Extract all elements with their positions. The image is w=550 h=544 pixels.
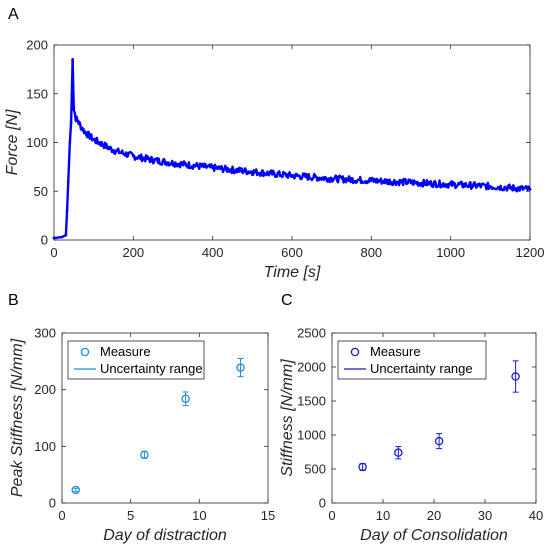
chart-a-x-tick-label: 1200 bbox=[516, 245, 545, 260]
chart-b-y-tick-label: 100 bbox=[34, 439, 56, 454]
chart-b-x-axis-title: Day of distraction bbox=[103, 527, 227, 544]
chart-a-data-point bbox=[80, 126, 84, 130]
chart-a-y-tick-label: 100 bbox=[26, 135, 48, 150]
chart-b: 0 5 10 15 0 100 200 300 Day of distraction Peak S… bbox=[9, 326, 275, 544]
chart-a-x-tick-label: 0 bbox=[50, 245, 57, 260]
chart-c-legend-box bbox=[337, 340, 487, 380]
chart-b-y-axis-title: Peak Stiffness [N/mm] bbox=[9, 338, 26, 497]
chart-c-legend-label-uncertainty: Uncertainty range bbox=[370, 361, 473, 376]
chart-b-x-tick-label: 0 bbox=[58, 508, 65, 523]
chart-a-data-point bbox=[449, 183, 453, 186]
chart-a-x-axis-title: Time [s] bbox=[264, 264, 321, 281]
chart-b-y-tick-label: 300 bbox=[34, 326, 56, 341]
chart-a-data-point bbox=[369, 179, 373, 182]
chart-a-data-point bbox=[290, 174, 294, 178]
chart-a-series-line bbox=[53, 58, 531, 240]
chart-b-legend-marker-measure bbox=[80, 347, 90, 357]
chart-a-x-tick-label: 800 bbox=[360, 245, 382, 260]
chart-a-x-tick-label: 400 bbox=[202, 245, 224, 260]
panel-label-a: A bbox=[8, 6, 19, 23]
chart-c-data-point bbox=[434, 436, 444, 446]
chart-a-data-point bbox=[330, 177, 334, 180]
panel-label-c: C bbox=[281, 292, 293, 309]
chart-c-y-tick-label: 2000 bbox=[297, 360, 326, 375]
chart-a-data-point bbox=[250, 170, 254, 174]
chart-a-data-point bbox=[70, 92, 74, 96]
chart-a-data-point bbox=[488, 184, 492, 188]
chart-a-data-point bbox=[92, 138, 96, 141]
chart-c-legend-label-measure: Measure bbox=[370, 344, 421, 359]
chart-a-data-point bbox=[65, 209, 69, 213]
chart-a-data-point bbox=[60, 235, 64, 239]
chart-c: 0 10 20 30 40 0 500 1000 1500 2000 2500 Day of Cons… bbox=[279, 326, 543, 544]
chart-a-y-tick-label: 200 bbox=[26, 38, 48, 53]
chart-c-y-tick-label: 2500 bbox=[297, 326, 326, 341]
chart-a-data-point bbox=[84, 131, 88, 135]
chart-a-data-point bbox=[72, 106, 76, 110]
chart-a-data-point bbox=[131, 154, 135, 158]
chart-a-data-point bbox=[64, 233, 68, 237]
chart-a-y-tick-label: 150 bbox=[26, 86, 48, 101]
chart-b-y-tick-label: 200 bbox=[34, 382, 56, 397]
chart-b-x-tick-label: 15 bbox=[261, 508, 275, 523]
panel-label-b: B bbox=[8, 292, 19, 309]
chart-a-data-point bbox=[211, 166, 215, 170]
chart-c-y-tick-label: 500 bbox=[304, 462, 326, 477]
chart-c-y-tick-label: 1500 bbox=[297, 394, 326, 409]
chart-b-axes-box bbox=[61, 332, 269, 504]
chart-a-y-axis-title: Force [N] bbox=[4, 109, 21, 175]
chart-c-x-tick-label: 0 bbox=[328, 508, 335, 523]
chart-b-data-point bbox=[236, 363, 245, 372]
chart-b-data-point bbox=[181, 394, 190, 403]
chart-b-data-point bbox=[140, 450, 149, 460]
chart-b-legend-label-uncertainty: Uncertainty range bbox=[100, 361, 203, 376]
chart-c-y-tick-label: 0 bbox=[319, 496, 326, 511]
chart-c-y-axis-title: Stiffness [N/mm] bbox=[279, 359, 296, 477]
chart-a-x-tick-label: 1000 bbox=[436, 245, 465, 260]
chart-c-legend-marker-measure bbox=[350, 347, 360, 357]
chart-a-x-tick-label: 200 bbox=[122, 245, 144, 260]
chart-a-data-point bbox=[112, 148, 115, 152]
chart-a-data-point bbox=[52, 236, 56, 240]
chart-c-y-tick-label: 1000 bbox=[297, 428, 326, 443]
chart-a: 0 200 400 600 800 1000 1200 0 50 100 150 200 Time [s… bbox=[4, 38, 544, 282]
chart-a-data-point bbox=[68, 141, 72, 144]
chart-a-data-point bbox=[74, 116, 78, 120]
chart-a-data-point bbox=[76, 119, 80, 123]
chart-b-x-tick-label: 5 bbox=[127, 508, 134, 523]
chart-c-data-point bbox=[511, 372, 520, 381]
chart-c-x-tick-label: 10 bbox=[376, 508, 390, 523]
chart-a-y-tick-label: 50 bbox=[34, 184, 48, 199]
chart-a-data-point bbox=[66, 180, 70, 183]
chart-a-data-point bbox=[528, 187, 532, 191]
chart-a-data-point bbox=[409, 181, 413, 184]
chart-b-legend-label-measure: Measure bbox=[100, 344, 151, 359]
chart-a-data-point bbox=[71, 58, 75, 62]
chart-c-x-tick-label: 30 bbox=[478, 508, 492, 523]
chart-b-x-tick-label: 10 bbox=[192, 508, 206, 523]
chart-a-data-point bbox=[69, 121, 73, 125]
chart-b-data-point bbox=[71, 485, 80, 495]
chart-a-axes-box bbox=[53, 44, 531, 241]
chart-c-x-tick-label: 40 bbox=[529, 508, 543, 523]
chart-c-x-tick-label: 20 bbox=[427, 508, 441, 523]
chart-c-data-point bbox=[394, 448, 403, 457]
chart-a-data-point bbox=[151, 158, 155, 162]
chart-c-data-point bbox=[358, 462, 367, 472]
chart-a-data-point bbox=[171, 161, 175, 165]
chart-a-y-tick-label: 0 bbox=[41, 233, 48, 248]
chart-a-x-tick-label: 600 bbox=[281, 245, 303, 260]
chart-b-legend-box bbox=[67, 340, 205, 380]
chart-c-x-axis-title: Day of Consolidation bbox=[360, 527, 508, 544]
chart-b-y-tick-label: 0 bbox=[49, 496, 56, 511]
